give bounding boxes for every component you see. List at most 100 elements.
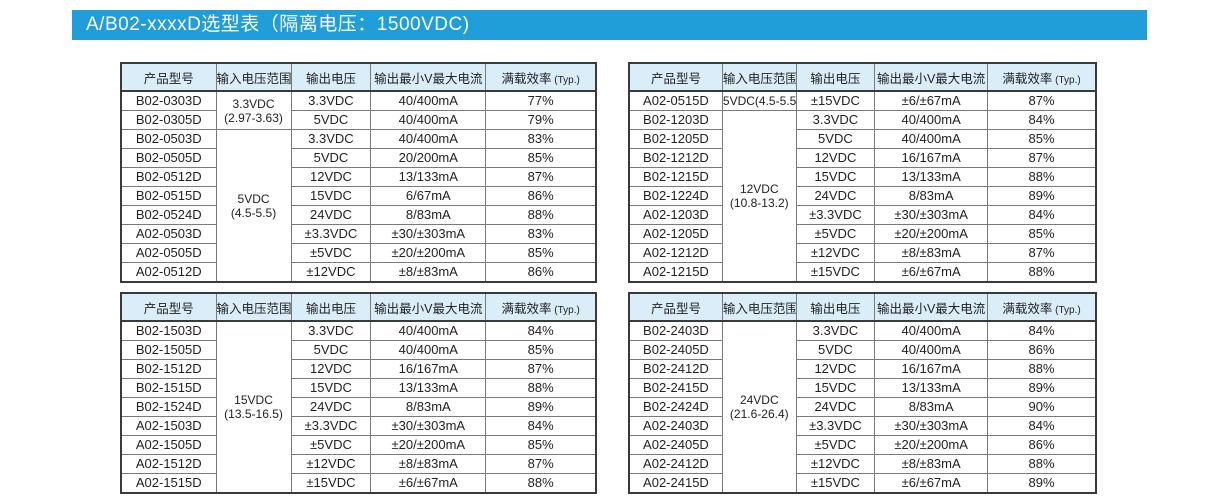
column-header: 输入电压范围	[721, 292, 797, 322]
column-header: 输出最小V最大电流	[370, 292, 487, 322]
output-voltage-cell: 3.3VDC	[290, 320, 372, 341]
efficiency-cell: 86%	[987, 435, 1097, 455]
table-row: A02-1215D ±15VDC ±6/±67mA 88%	[628, 262, 1097, 283]
model-cell: B02-0303D	[120, 90, 217, 111]
model-cell: B02-1524D	[120, 397, 217, 417]
output-current-cell: ±20/±200mA	[370, 435, 487, 455]
table-row: B02-1512D 12VDC 16/167mA 87%	[120, 359, 597, 379]
output-current-cell: 8/83mA	[370, 397, 487, 417]
output-current-cell: ±20/±200mA	[874, 224, 989, 244]
efficiency-cell: 86%	[485, 262, 597, 283]
output-current-cell: ±30/±303mA	[370, 224, 487, 244]
output-voltage-cell: ±5VDC	[795, 435, 876, 455]
table-row: B02-2412D 12VDC 16/167mA 88%	[628, 359, 1097, 379]
output-voltage-cell: ±5VDC	[290, 243, 372, 263]
model-cell: B02-0305D	[120, 110, 217, 130]
model-cell: B02-0503D	[120, 129, 217, 149]
efficiency-cell: 84%	[485, 320, 597, 341]
column-header: 产品型号	[120, 292, 217, 322]
output-voltage-cell: 3.3VDC	[795, 110, 876, 130]
table-row: A02-1203D ±3.3VDC ±30/±303mA 84%	[628, 205, 1097, 225]
table-row: B02-1515D 15VDC 13/133mA 88%	[120, 378, 597, 398]
output-current-cell: ±20/±200mA	[370, 243, 487, 263]
table-row: A02-1505D ±5VDC ±20/±200mA 85%	[120, 435, 597, 455]
efficiency-cell: 83%	[485, 129, 597, 149]
table-row: B02-0512D 12VDC 13/133mA 87%	[120, 167, 597, 187]
table-row: A02-2403D ±3.3VDC ±30/±303mA 84%	[628, 416, 1097, 436]
table-row: A02-1512D ±12VDC ±8/±83mA 87%	[120, 454, 597, 474]
table-row: B02-0305D 5VDC 40/400mA 79%	[120, 110, 597, 130]
output-voltage-cell: ±3.3VDC	[795, 205, 876, 225]
column-header: 产品型号	[120, 62, 217, 92]
efficiency-cell: 86%	[485, 186, 597, 206]
model-cell: B02-1215D	[628, 167, 723, 187]
table-row: A02-2415D ±15VDC ±6/±67mA 89%	[628, 473, 1097, 494]
output-current-cell: ±6/±67mA	[370, 473, 487, 494]
column-header: 输出最小V最大电流	[370, 62, 487, 92]
model-cell: B02-0515D	[120, 186, 217, 206]
model-cell: B02-2415D	[628, 378, 723, 398]
output-voltage-cell: 15VDC	[290, 378, 372, 398]
table-row: B02-2403D 24VDC (21.6-26.4) 3.3VDC 40/400mA 8…	[628, 320, 1097, 494]
column-header: 输出最小V最大电流	[874, 62, 989, 92]
efficiency-cell: 88%	[485, 205, 597, 225]
input-range-cell: 24VDC (21.6-26.4)	[721, 320, 797, 494]
efficiency-cell: 89%	[485, 397, 597, 417]
column-header: 满载效率 (Typ.)	[987, 292, 1097, 322]
output-voltage-cell: 24VDC	[290, 397, 372, 417]
output-voltage-cell: 15VDC	[290, 186, 372, 206]
input-range-cell: 15VDC (13.5-16.5)	[215, 320, 292, 494]
output-voltage-cell: 12VDC	[290, 167, 372, 187]
output-voltage-cell: ±12VDC	[290, 454, 372, 474]
column-header: 输出电压	[290, 292, 372, 322]
output-current-cell: 40/400mA	[370, 90, 487, 111]
output-current-cell: 13/133mA	[370, 378, 487, 398]
table-row: B02-2415D 15VDC 13/133mA 89%	[628, 378, 1097, 398]
table-row: B02-0524D 24VDC 8/83mA 88%	[120, 205, 597, 225]
output-current-cell: 16/167mA	[874, 148, 989, 168]
table-row: B02-1224D 24VDC 8/83mA 89%	[628, 186, 1097, 206]
efficiency-cell: 87%	[987, 148, 1097, 168]
table-row: B02-0503D 5VDC (4.5-5.5) 3.3VDC 40/400mA 83%	[120, 129, 597, 283]
title-banner: A/B02-xxxxD选型表（隔离电压：1500VDC)	[72, 10, 1147, 40]
model-cell: B02-0512D	[120, 167, 217, 187]
header-row: 产品型号 输入电压范围 输出电压 输出最小V最大电流 满载效率 (Typ.)	[120, 292, 597, 322]
efficiency-cell: 89%	[987, 378, 1097, 398]
output-voltage-cell: ±3.3VDC	[795, 416, 876, 436]
column-header: 输入电压范围	[215, 62, 292, 92]
model-cell: A02-2415D	[628, 473, 723, 494]
table-row: A02-0512D ±12VDC ±8/±83mA 86%	[120, 262, 597, 283]
efficiency-cell: 85%	[987, 129, 1097, 149]
efficiency-cell: 88%	[485, 378, 597, 398]
model-cell: A02-2412D	[628, 454, 723, 474]
selection-table-grid: 产品型号 输入电压范围 输出电压 输出最小V最大电流 满载效率 (Typ.) A02-05…	[628, 62, 1097, 283]
column-header: 满载效率 (Typ.)	[485, 292, 597, 322]
column-header: 输入电压范围	[215, 292, 292, 322]
efficiency-cell: 90%	[987, 397, 1097, 417]
input-range-cell: 5VDC(4.5-5.5)	[721, 90, 797, 111]
output-voltage-cell: ±15VDC	[795, 90, 876, 111]
model-cell: B02-2424D	[628, 397, 723, 417]
model-cell: A02-1505D	[120, 435, 217, 455]
output-current-cell: ±30/±303mA	[370, 416, 487, 436]
model-cell: B02-1224D	[628, 186, 723, 206]
table-row: A02-2405D ±5VDC ±20/±200mA 86%	[628, 435, 1097, 455]
output-voltage-cell: ±5VDC	[795, 224, 876, 244]
model-cell: A02-0505D	[120, 243, 217, 263]
efficiency-cell: 77%	[485, 90, 597, 111]
output-voltage-cell: 3.3VDC	[795, 320, 876, 341]
column-header-small: (Typ.)	[551, 74, 580, 86]
table-row: B02-1203D 12VDC (10.8-13.2) 3.3VDC 40/400mA 8…	[628, 110, 1097, 283]
output-voltage-cell: 5VDC	[290, 110, 372, 130]
output-voltage-cell: 5VDC	[290, 148, 372, 168]
table-row: A02-1212D ±12VDC ±8/±83mA 87%	[628, 243, 1097, 263]
efficiency-cell: 88%	[987, 359, 1097, 379]
output-current-cell: ±20/±200mA	[874, 435, 989, 455]
output-voltage-cell: 5VDC	[290, 340, 372, 360]
output-voltage-cell: ±12VDC	[290, 262, 372, 283]
table-row: A02-0503D ±3.3VDC ±30/±303mA 83%	[120, 224, 597, 244]
efficiency-cell: 88%	[987, 454, 1097, 474]
output-current-cell: ±8/±83mA	[370, 262, 487, 283]
table-row: A02-2412D ±12VDC ±8/±83mA 88%	[628, 454, 1097, 474]
output-voltage-cell: 24VDC	[795, 397, 876, 417]
